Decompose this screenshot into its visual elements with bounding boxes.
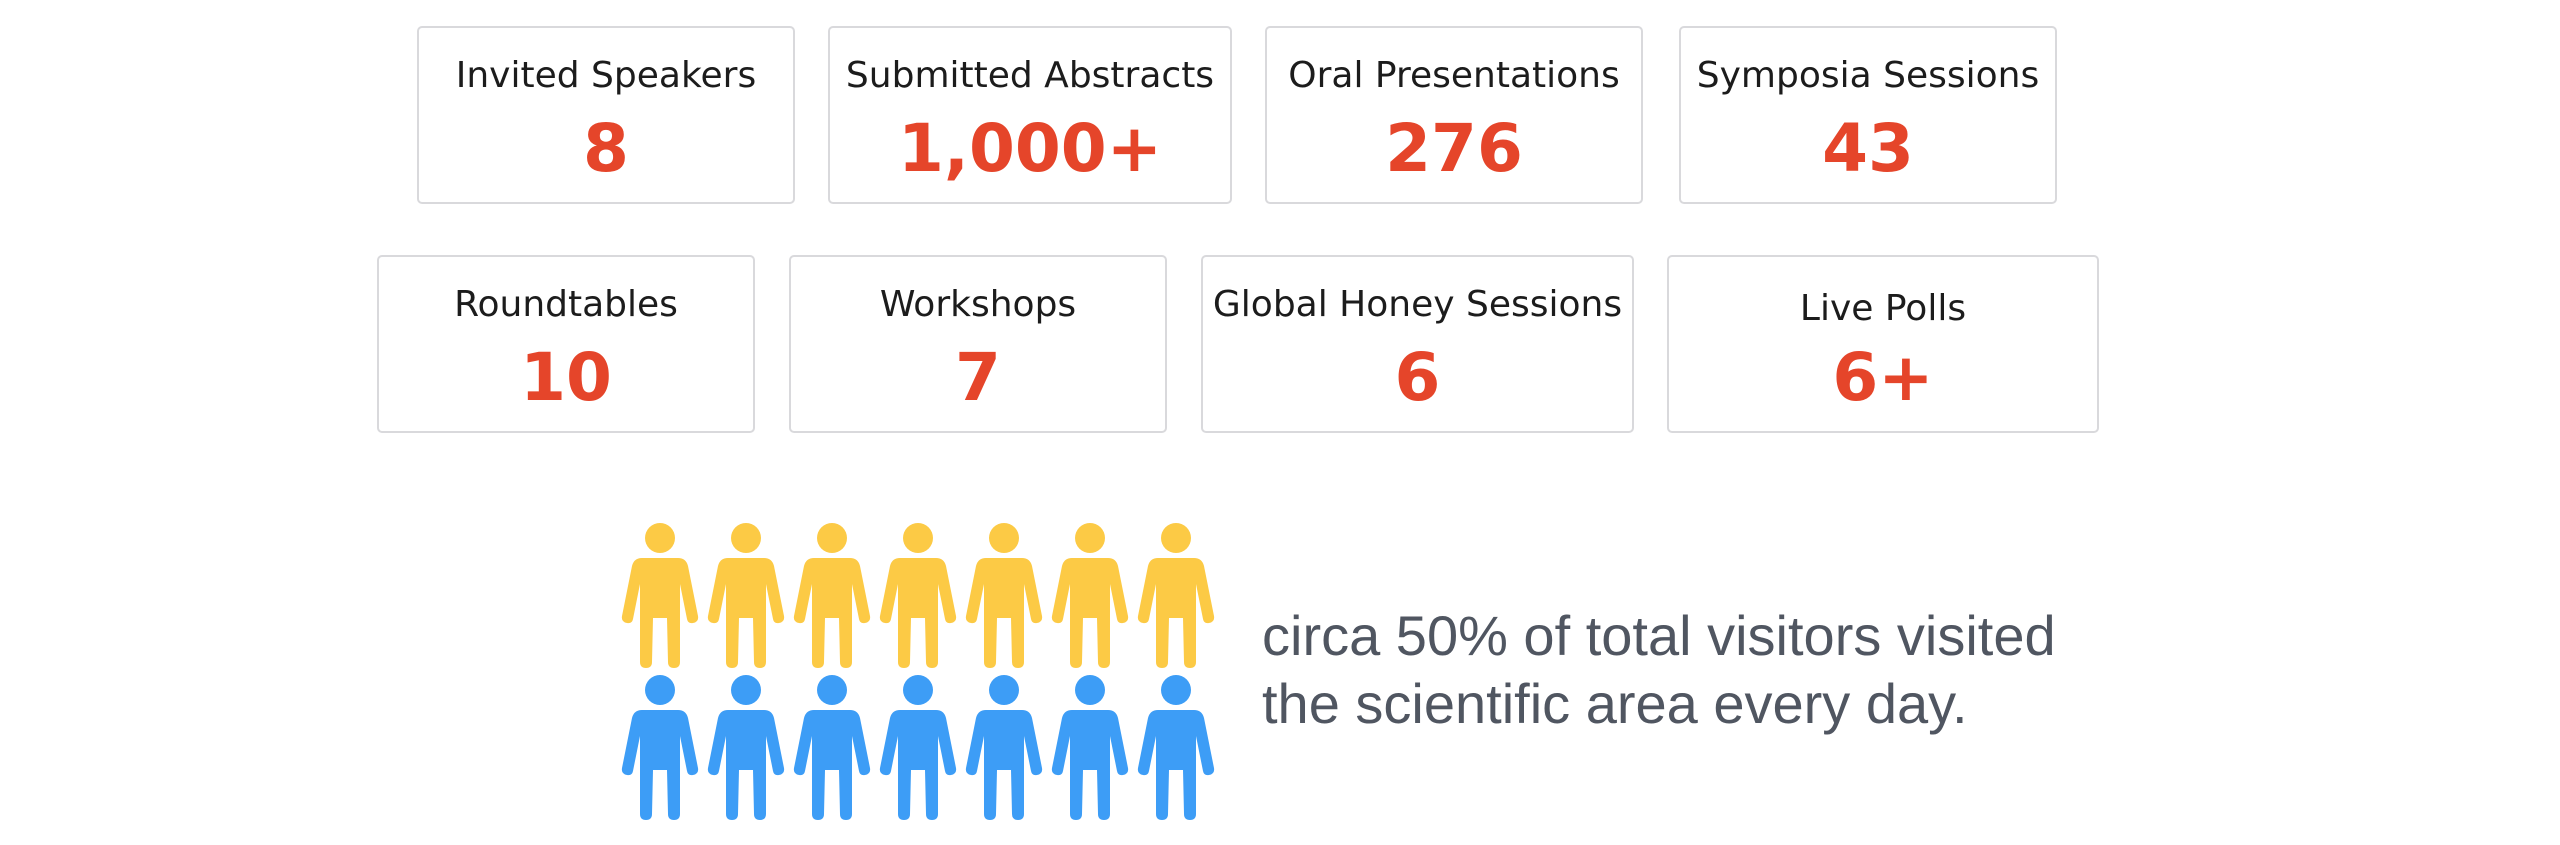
stat-value: 7 bbox=[955, 339, 1001, 416]
stat-card-roundtables: Roundtables 10 bbox=[377, 255, 755, 433]
stat-value: 1,000+ bbox=[897, 110, 1163, 187]
visitors-caption: circa 50% of total visitors visited the … bbox=[1262, 602, 2262, 738]
person-icon-yellow bbox=[879, 523, 957, 668]
stat-label: Invited Speakers bbox=[455, 55, 757, 96]
stat-label: Symposia Sessions bbox=[1696, 55, 2040, 96]
stat-card-oral-presentations: Oral Presentations 276 bbox=[1265, 26, 1643, 204]
stat-label: Submitted Abstracts bbox=[845, 55, 1215, 96]
person-icon-yellow bbox=[965, 523, 1043, 668]
person-icon-yellow bbox=[793, 523, 871, 668]
caption-line-2: the scientific area every day. bbox=[1262, 672, 1968, 735]
visitors-people-grid bbox=[621, 523, 1215, 820]
stat-card-submitted-abstracts: Submitted Abstracts 1,000+ bbox=[828, 26, 1232, 204]
caption-line-1: circa 50% of total visitors visited bbox=[1262, 604, 2056, 667]
stat-value: 276 bbox=[1385, 110, 1523, 187]
stat-card-global-honey-sessions: Global Honey Sessions 6 bbox=[1201, 255, 1634, 433]
person-icon-yellow bbox=[707, 523, 785, 668]
stat-label: Oral Presentations bbox=[1288, 55, 1620, 96]
person-icon-blue bbox=[1051, 675, 1129, 820]
person-icon-blue bbox=[879, 675, 957, 820]
stat-label: Live Polls bbox=[1799, 288, 1967, 329]
stat-card-invited-speakers: Invited Speakers 8 bbox=[417, 26, 795, 204]
person-icon-blue bbox=[793, 675, 871, 820]
person-icon-blue bbox=[1137, 675, 1215, 820]
stat-label: Roundtables bbox=[454, 284, 678, 325]
stat-card-symposia-sessions: Symposia Sessions 43 bbox=[1679, 26, 2057, 204]
person-icon-blue bbox=[965, 675, 1043, 820]
person-icon-blue bbox=[621, 675, 699, 820]
person-icon-yellow bbox=[621, 523, 699, 668]
stat-value: 8 bbox=[583, 110, 629, 187]
person-icon-yellow bbox=[1051, 523, 1129, 668]
stat-card-live-polls: Live Polls 6+ bbox=[1667, 255, 2099, 433]
stat-value: 6+ bbox=[1832, 339, 1934, 416]
stat-card-workshops: Workshops 7 bbox=[789, 255, 1167, 433]
visitors-top-row bbox=[621, 523, 1215, 668]
stat-value: 43 bbox=[1822, 110, 1914, 187]
stat-label: Global Honey Sessions bbox=[1212, 284, 1623, 325]
stat-value: 10 bbox=[520, 339, 612, 416]
person-icon-yellow bbox=[1137, 523, 1215, 668]
visitors-bottom-row bbox=[621, 675, 1215, 820]
stat-value: 6 bbox=[1394, 339, 1441, 416]
stat-label: Workshops bbox=[879, 284, 1077, 325]
person-icon-blue bbox=[707, 675, 785, 820]
